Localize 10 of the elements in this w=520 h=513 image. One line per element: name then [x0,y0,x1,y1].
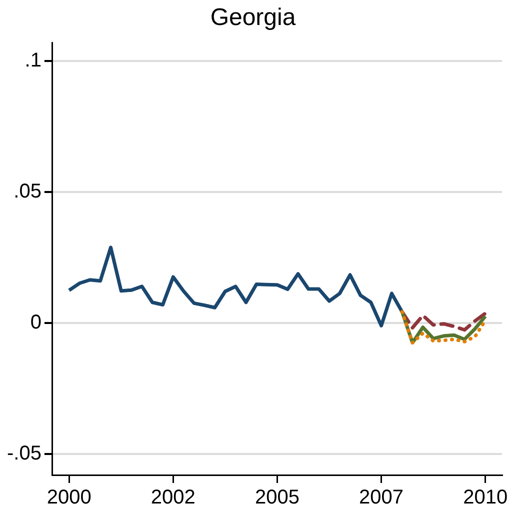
x-tick-label: 2007 [359,486,404,509]
y-tick-label: 0 [30,312,42,334]
x-tick-label: 2002 [150,486,196,509]
y-tick-label: .05 [14,180,42,203]
x-tick-label: 2010 [463,486,508,509]
y-tick-label: .1 [24,50,42,72]
y-tick-label: -.05 [6,442,42,465]
x-tick-label: 2005 [254,486,300,509]
chart-title: Georgia [210,4,296,32]
x-tick-label: 2000 [46,486,92,509]
